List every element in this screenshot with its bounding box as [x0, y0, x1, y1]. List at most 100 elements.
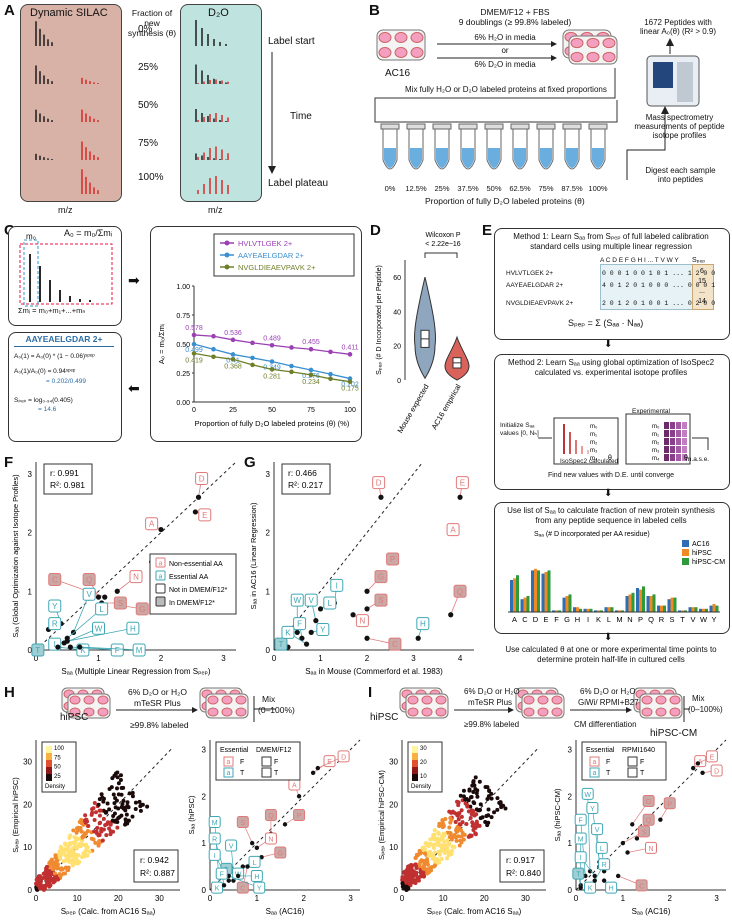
labeled-plate-well — [537, 707, 549, 717]
density-point — [421, 870, 426, 875]
legend-text: Essential AA — [169, 574, 209, 581]
density-point — [67, 859, 72, 864]
tube-cap — [484, 123, 504, 130]
matrix-peptide-0: HVLVTLGEK 2+ — [506, 270, 554, 277]
label-M: M — [136, 646, 143, 655]
bar-W — [702, 608, 705, 612]
density-point — [97, 797, 102, 802]
arrowhead — [666, 38, 674, 46]
point-H — [64, 638, 70, 644]
tube-cap — [536, 123, 556, 130]
density-point — [456, 803, 461, 808]
hipsc-plate-well — [421, 695, 433, 705]
m-label-exp: m₁ — [652, 432, 659, 438]
fraction-1: 25% — [138, 62, 159, 73]
density-point — [86, 824, 91, 829]
density-point — [38, 885, 43, 890]
density-point — [459, 840, 464, 845]
density-point — [495, 796, 500, 801]
p-value: < 2.22e−16 — [425, 241, 461, 248]
density-point — [449, 818, 454, 823]
density-point — [118, 778, 123, 783]
cm-plate-well — [669, 695, 681, 705]
bar-M — [618, 610, 621, 612]
label-box-A — [446, 523, 460, 537]
legend-swatch — [155, 557, 166, 568]
bar-Y — [709, 605, 713, 612]
label-box-S — [113, 596, 127, 610]
label-C: C — [240, 886, 245, 893]
cm-plate-well — [655, 707, 667, 717]
exp-cell — [682, 422, 687, 429]
labeled-plate-well — [221, 695, 233, 705]
y-tick: 0.00 — [176, 400, 190, 407]
bar-V — [688, 607, 692, 612]
density-point — [103, 823, 108, 828]
bar-G — [565, 596, 569, 612]
bar-R — [660, 605, 663, 612]
density-point — [97, 813, 102, 818]
aa-tick: Y — [711, 615, 716, 624]
m-label-exp: m₄ — [652, 456, 660, 462]
exp-cell — [670, 454, 675, 461]
density-point — [470, 783, 475, 788]
spep-value-1: 15 — [698, 278, 706, 285]
final-text: Use calculated θ at one or more experime… — [505, 645, 717, 664]
density-point — [48, 883, 53, 888]
x-tick: 10 — [439, 894, 448, 903]
tube-cap — [432, 123, 452, 130]
bar-Q — [646, 596, 650, 612]
panel-g: 0 1 2 3 0 1 2 3 4 Sₐₐ in Mouse (Commerford et al.… — [244, 454, 480, 682]
y-tick: 60 — [393, 275, 401, 282]
label-I: I — [336, 581, 338, 590]
density-point — [432, 863, 437, 868]
density-point — [101, 799, 106, 804]
series-point — [269, 342, 275, 348]
y-label: Sₚₑₚ (# D Incorporated per Peptide) — [376, 265, 383, 375]
series-point — [289, 369, 294, 375]
panel-f-letter: F — [4, 454, 14, 471]
density-point — [415, 875, 420, 880]
bar-E — [547, 570, 551, 612]
density-point — [455, 799, 460, 804]
label-A: A — [292, 783, 297, 790]
bar-L — [610, 607, 614, 612]
series-point — [250, 362, 255, 368]
legend-flag: T — [640, 770, 645, 777]
aa-tick: P — [638, 615, 643, 624]
density-point — [63, 853, 68, 858]
d2o-plate-well — [570, 51, 584, 63]
density-point — [115, 775, 120, 780]
legend-dot — [224, 252, 230, 258]
label-N: N — [268, 836, 273, 843]
bar-W — [705, 608, 708, 612]
hipsc-plate-well — [407, 695, 419, 705]
density-point — [428, 866, 433, 871]
bar-H — [579, 608, 582, 612]
label-V: V — [309, 596, 315, 605]
density-point — [473, 786, 478, 791]
density-point — [478, 802, 483, 807]
x-tick: 75 — [307, 407, 315, 414]
y-tick: 2 — [568, 792, 573, 801]
density-point — [478, 816, 483, 821]
density-point — [112, 801, 117, 806]
y-tick: 10 — [389, 843, 398, 852]
bar-A — [510, 580, 513, 612]
density-point — [92, 817, 97, 822]
y-tick: 0.25 — [176, 371, 190, 378]
density-point — [104, 833, 109, 838]
tube-cap — [406, 123, 426, 130]
density-tick: 25 — [54, 774, 61, 780]
density-point — [466, 809, 471, 814]
density-point — [66, 855, 71, 860]
density-point — [36, 882, 41, 887]
series-point — [191, 351, 197, 356]
label-S: S — [118, 599, 123, 608]
density-point — [474, 822, 479, 827]
label-F: F — [579, 818, 583, 825]
tube-liquid — [384, 148, 396, 168]
density-point — [115, 825, 120, 830]
density-point — [76, 836, 81, 841]
label-box-R — [48, 617, 62, 631]
